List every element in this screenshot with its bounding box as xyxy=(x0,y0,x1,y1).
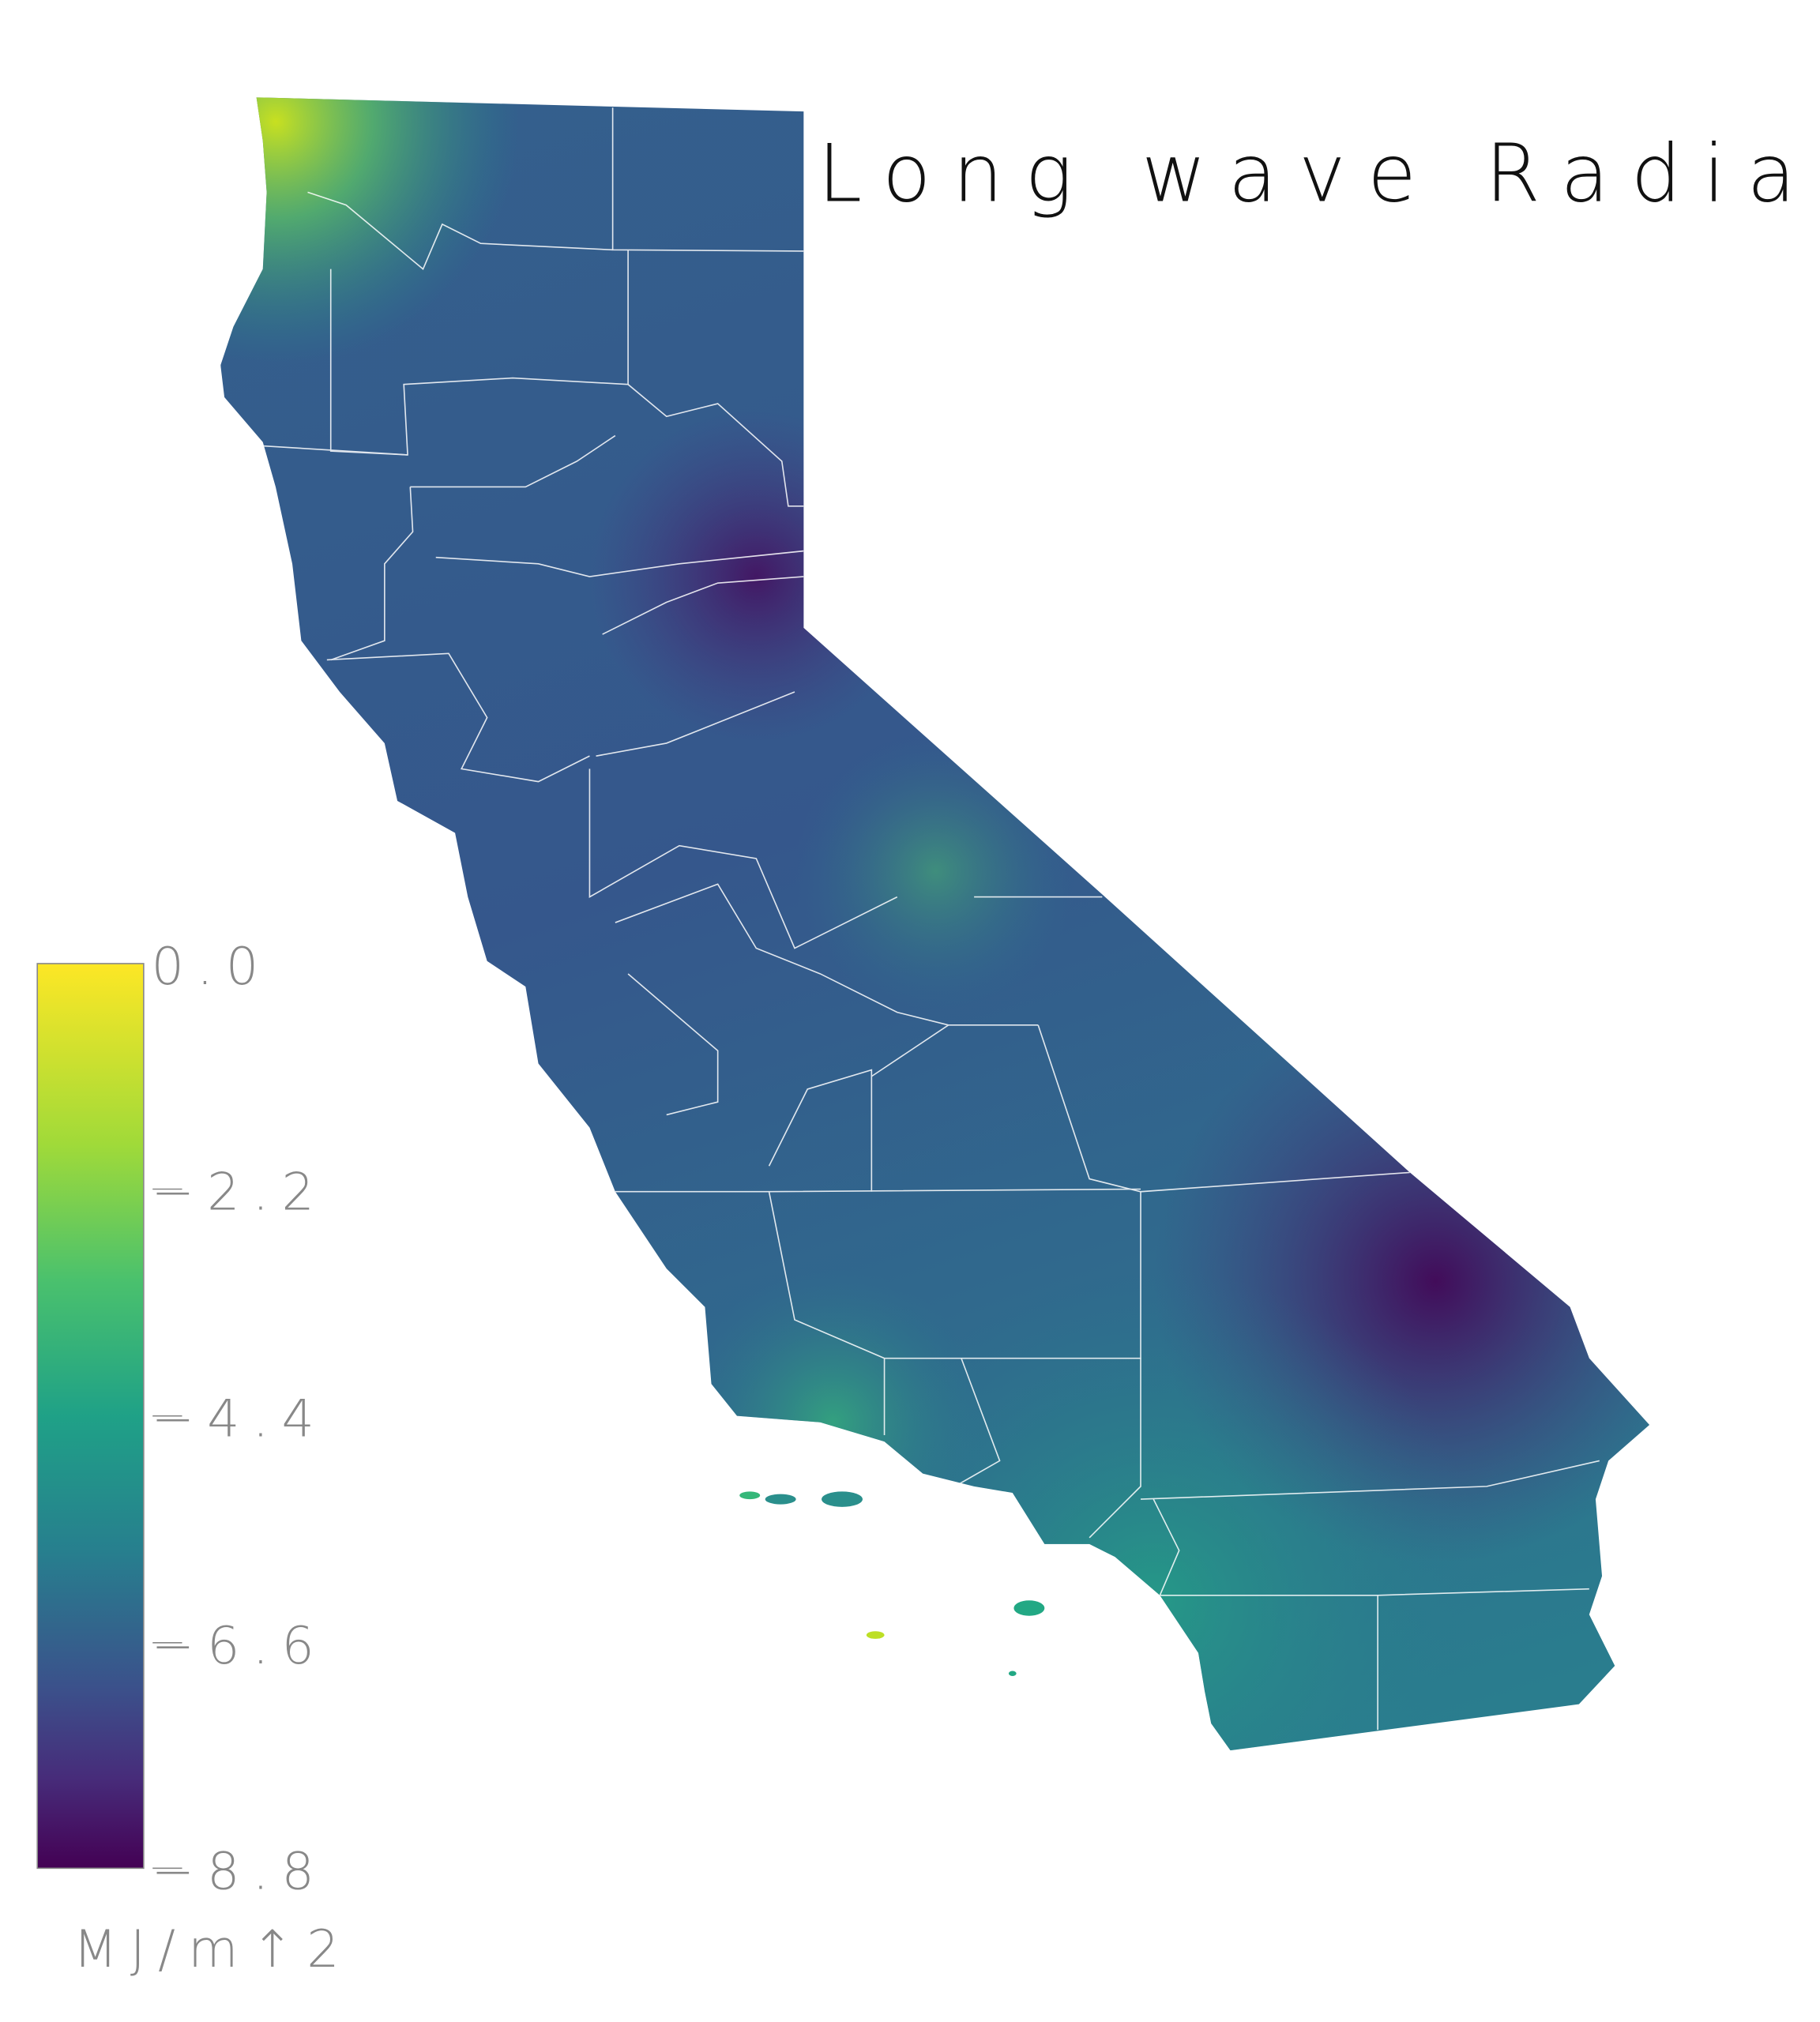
colorbar-legend: 0.0 −2.2 −4.4 −6.6 −8.8 MJ/m↑2 xyxy=(36,938,352,1979)
colorbar-tick-label: 0.0 xyxy=(152,938,272,997)
colorbar-tick-label: −4.4 xyxy=(152,1390,327,1449)
colorbar-tick-label: −2.2 xyxy=(152,1163,327,1222)
colorbar-tick-label: −8.8 xyxy=(152,1842,327,1901)
channel-islands xyxy=(739,1491,1045,1676)
map-title: Long wave Radiation xyxy=(818,128,1820,220)
colorbar xyxy=(36,963,145,1870)
colorbar-unit-label: MJ/m↑2 xyxy=(73,1920,352,1979)
colorbar-tick-label: −6.6 xyxy=(152,1617,327,1676)
county-borders xyxy=(262,107,1600,1731)
